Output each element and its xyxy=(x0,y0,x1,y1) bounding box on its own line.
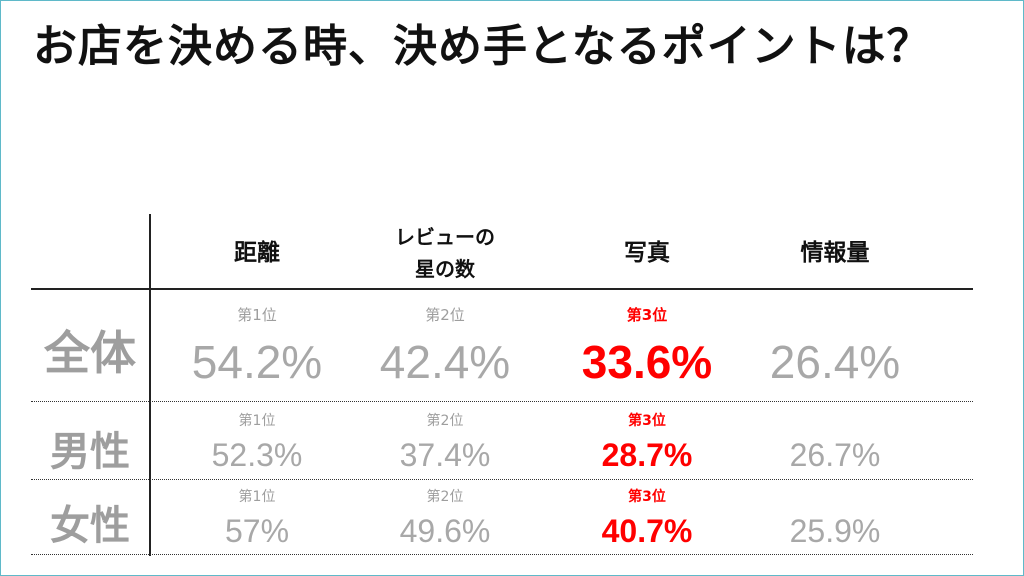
data-value: 28.7% xyxy=(601,437,693,473)
rank-label: 第1位 xyxy=(238,489,276,505)
data-value: 49.6% xyxy=(399,513,491,549)
rank-label: 第3位 xyxy=(626,306,668,324)
header-divider xyxy=(31,288,973,290)
column-header-info-amount: 情報量 xyxy=(750,233,920,267)
column-header-line1: 情報量 xyxy=(800,240,870,266)
column-header-line1: 距離 xyxy=(234,240,280,266)
column-header-line1: レビューの xyxy=(395,225,495,249)
rank-label: 第3位 xyxy=(628,413,666,429)
vertical-divider xyxy=(149,214,151,556)
row-divider xyxy=(31,479,973,480)
data-value: 37.4% xyxy=(399,437,491,473)
row-label-male: 男性 xyxy=(50,429,130,475)
column-header-line2: 星の数 xyxy=(415,257,475,281)
data-value: 33.6% xyxy=(581,336,713,388)
column-header-review-stars: レビューの 星の数 xyxy=(360,221,530,285)
rank-label: 第1位 xyxy=(238,413,276,429)
row-label-overall: 全体 xyxy=(44,326,136,380)
data-value: 42.4% xyxy=(379,336,511,388)
row-divider xyxy=(31,554,973,555)
rank-label: 第3位 xyxy=(628,489,666,505)
data-value: 26.4% xyxy=(769,336,901,388)
rank-label: 第2位 xyxy=(426,489,464,505)
rank-label: 第2位 xyxy=(426,413,464,429)
data-value: 26.7% xyxy=(789,437,881,473)
data-value: 40.7% xyxy=(601,513,693,549)
data-value: 54.2% xyxy=(191,336,323,388)
data-value: 57% xyxy=(224,513,290,549)
rank-label: 第2位 xyxy=(425,306,465,324)
column-header-distance: 距離 xyxy=(172,233,342,267)
column-header-photos: 写真 xyxy=(562,233,732,267)
column-header-line1: 写真 xyxy=(624,240,670,266)
rank-label: 第1位 xyxy=(237,306,277,324)
data-value: 25.9% xyxy=(789,513,881,549)
row-label-female: 女性 xyxy=(50,503,130,549)
row-divider xyxy=(31,401,973,402)
slide-title: お店を決める時、決め手となるポイントは？ xyxy=(33,21,932,72)
data-value: 52.3% xyxy=(211,437,303,473)
